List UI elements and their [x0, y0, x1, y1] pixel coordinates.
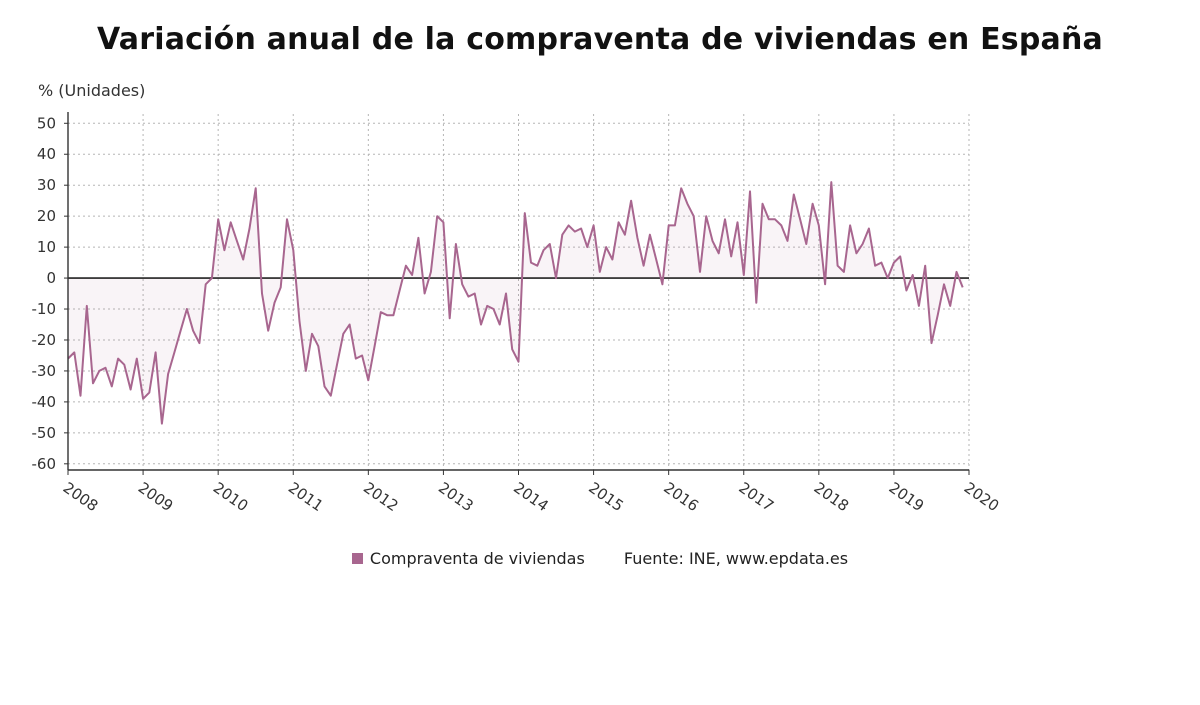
legend-item: Compraventa de viviendas: [351, 549, 585, 568]
y-tick-label: -30: [32, 362, 57, 380]
x-axis-ticks: 2008 2009 2010 2011 2012 2013 2014 2015 2016 2017…: [60, 470, 1003, 516]
x-tick-label: 2019: [886, 479, 928, 516]
y-tick-label: -20: [32, 331, 57, 349]
y-tick-label: -10: [32, 300, 57, 318]
y-axis-label: % (Unidades): [38, 81, 146, 100]
x-tick-label: 2013: [435, 479, 477, 516]
y-tick-label: -60: [32, 455, 57, 473]
y-tick-label: -50: [32, 424, 57, 442]
y-tick-label: -40: [32, 393, 57, 411]
legend-swatch: [351, 553, 363, 564]
chart-title: Variación anual de la compraventa de viv…: [97, 22, 1103, 57]
y-tick-label: 40: [37, 145, 56, 163]
x-tick-label: 2015: [585, 479, 627, 516]
legend-label: Compraventa de viviendas: [369, 549, 585, 568]
source-note: Fuente: INE, www.epdata.es: [623, 549, 849, 568]
horizontal-gridlines: [68, 122, 969, 465]
series-line-compraventa: [67, 181, 964, 425]
x-tick-label: 2011: [285, 479, 327, 516]
x-tick-label: 2020: [961, 479, 1003, 516]
x-tick-label: 2008: [60, 479, 102, 516]
y-tick-label: 50: [37, 114, 56, 132]
x-tick-label: 2012: [360, 479, 402, 516]
legend: Compraventa de viviendas Fuente: INE, ww…: [0, 549, 1200, 568]
x-tick-label: 2009: [135, 479, 177, 516]
x-tick-label: 2018: [811, 479, 853, 516]
x-tick-label: 2017: [735, 479, 777, 516]
y-tick-label: 30: [37, 176, 56, 194]
y-tick-label: 0: [46, 269, 56, 287]
y-tick-label: 20: [37, 207, 56, 225]
y-tick-label: 10: [37, 238, 56, 256]
x-tick-label: 2010: [210, 479, 252, 516]
x-tick-label: 2016: [660, 479, 702, 516]
x-tick-label: 2014: [510, 479, 552, 516]
y-axis-ticks: 50 40 30 20 10 0 -10 -20 -30 -40 -50 -60: [32, 114, 68, 473]
